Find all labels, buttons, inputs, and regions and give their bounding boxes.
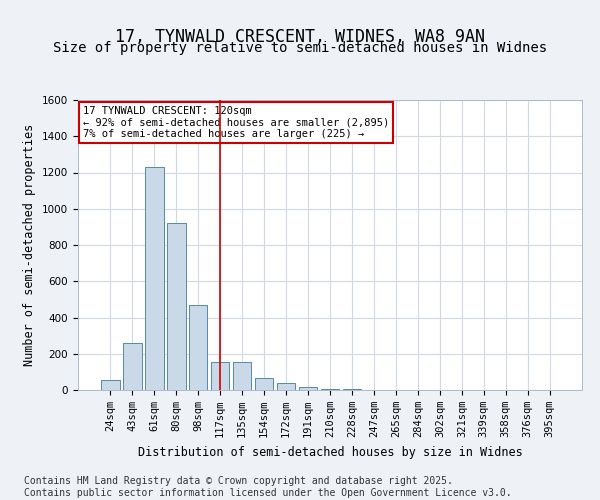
Bar: [233, 362, 251, 390]
Text: Contains HM Land Registry data © Crown copyright and database right 2025.: Contains HM Land Registry data © Crown c…: [24, 476, 453, 486]
Text: Contains public sector information licensed under the Open Government Licence v3: Contains public sector information licen…: [24, 488, 512, 498]
Bar: [167, 223, 185, 390]
Bar: [255, 378, 274, 390]
X-axis label: Distribution of semi-detached houses by size in Widnes: Distribution of semi-detached houses by …: [137, 446, 523, 458]
Bar: [145, 167, 164, 390]
Bar: [320, 389, 340, 390]
Text: 17, TYNWALD CRESCENT, WIDNES, WA8 9AN: 17, TYNWALD CRESCENT, WIDNES, WA8 9AN: [115, 28, 485, 46]
Text: Size of property relative to semi-detached houses in Widnes: Size of property relative to semi-detach…: [53, 41, 547, 55]
Bar: [189, 305, 208, 390]
Bar: [101, 380, 119, 390]
Y-axis label: Number of semi-detached properties: Number of semi-detached properties: [23, 124, 37, 366]
Bar: [123, 343, 142, 390]
Bar: [299, 388, 317, 390]
Bar: [211, 362, 229, 390]
Bar: [277, 383, 295, 390]
Text: 17 TYNWALD CRESCENT: 120sqm
← 92% of semi-detached houses are smaller (2,895)
7%: 17 TYNWALD CRESCENT: 120sqm ← 92% of sem…: [83, 106, 389, 139]
